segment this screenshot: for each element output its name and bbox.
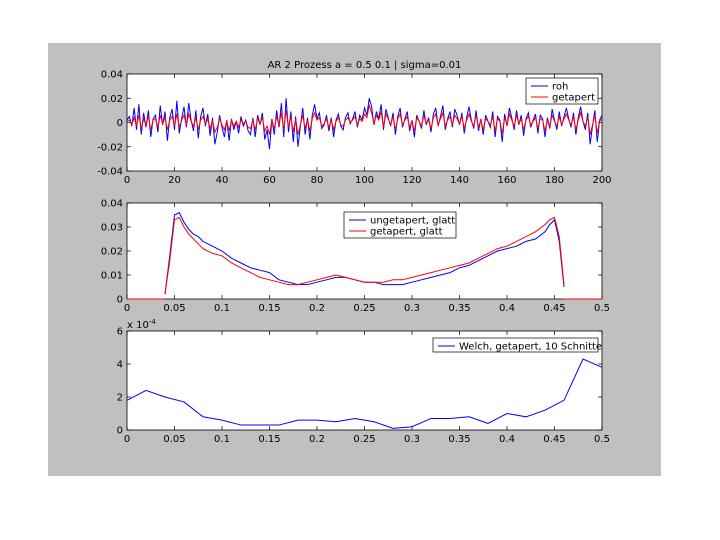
x-tick-label: 0.45 xyxy=(543,303,565,314)
x-tick-label: 0 xyxy=(124,303,130,314)
x-tick-label: 0.05 xyxy=(163,434,185,445)
x-tick-label: 0.15 xyxy=(258,303,280,314)
legend-label: getapert, glatt xyxy=(370,227,443,238)
x-tick-label: 60 xyxy=(263,175,276,186)
legend-label: ungetapert, glatt xyxy=(370,216,455,227)
x-tick-label: 0.3 xyxy=(404,434,420,445)
x-tick-label: 20 xyxy=(168,175,181,186)
x-tick-label: 0.05 xyxy=(163,303,185,314)
x-tick-label: 200 xyxy=(592,175,611,186)
x-tick-label: 0.1 xyxy=(214,303,230,314)
x-tick-label: 160 xyxy=(497,175,516,186)
y-tick-label: 6 xyxy=(117,327,123,338)
y-tick-label: 0 xyxy=(117,295,123,306)
x-tick-label: 140 xyxy=(450,175,469,186)
x-tick-label: 0.2 xyxy=(309,434,325,445)
y-tick-label: 0.04 xyxy=(101,70,123,81)
y-tick-label: -0.04 xyxy=(97,167,123,178)
chart-title: AR 2 Prozess a = 0.5 0.1 | sigma=0.01 xyxy=(268,60,462,71)
x-tick-label: 120 xyxy=(402,175,421,186)
x-tick-label: 0 xyxy=(124,434,130,445)
series-line-2 xyxy=(164,216,565,295)
x-tick-label: 100 xyxy=(355,175,374,186)
y-tick-label: 0.01 xyxy=(101,271,123,282)
y-multiplier: x 10-4 xyxy=(127,318,156,331)
x-tick-label: 180 xyxy=(545,175,564,186)
y-tick-label: 0 xyxy=(117,426,123,437)
legend-box xyxy=(432,337,599,353)
x-tick-label: 80 xyxy=(311,175,324,186)
legend: Welch, getapert, 10 Schnitte xyxy=(432,337,602,353)
chart-3: 0 0.05 0.1 0.15 0.2 0.25 0.3 0.35 0.4 0.45 0.5 0 2 4 6… xyxy=(117,318,610,445)
x-tick-label: 0.5 xyxy=(594,303,610,314)
x-tick-label: 0.3 xyxy=(404,303,420,314)
x-tick-label: 0 xyxy=(124,175,130,186)
charts: 0 20 40 60 80 100 120 140 160 180 200-0.04-0.0200.… xyxy=(97,60,611,445)
legend-box xyxy=(343,211,457,239)
y-tick-label: 4 xyxy=(117,360,123,371)
y-tick-label: 2 xyxy=(117,393,123,404)
x-tick-label: 0.1 xyxy=(214,434,230,445)
x-tick-label: 0.2 xyxy=(309,303,325,314)
legend-label: Welch, getapert, 10 Schnitte xyxy=(459,342,602,353)
y-tick-label: 0.02 xyxy=(101,94,123,105)
x-tick-label: 0.5 xyxy=(594,434,610,445)
legend-label: roh xyxy=(552,82,568,93)
series-line-1 xyxy=(126,358,603,429)
x-tick-label: 0.35 xyxy=(448,434,470,445)
y-tick-label: 0 xyxy=(117,118,123,129)
y-tick-label: 0.03 xyxy=(101,223,123,234)
x-tick-label: 0.45 xyxy=(543,434,565,445)
x-tick-label: 0.15 xyxy=(258,434,280,445)
chart-1: 0 20 40 60 80 100 120 140 160 180 200 -0.04 -0.02 0 0.… xyxy=(97,60,611,186)
y-tick-label: -0.02 xyxy=(97,142,123,153)
y-tick-label: 0.04 xyxy=(101,199,123,210)
chart-2: 0 0.05 0.1 0.15 0.2 0.25 0.3 0.35 0.4 0.45 0.5 0 0.0… xyxy=(101,199,610,315)
legend-label: getapert xyxy=(552,93,595,104)
x-tick-label: 0.35 xyxy=(448,303,470,314)
y-tick-label: 0.02 xyxy=(101,247,123,258)
x-tick-label: 0.25 xyxy=(353,303,375,314)
x-tick-label: 0.4 xyxy=(499,434,515,445)
x-tick-label: 0.25 xyxy=(353,434,375,445)
legend-box xyxy=(525,77,599,105)
series-line-2 xyxy=(126,103,603,135)
x-tick-label: 0.4 xyxy=(499,303,515,314)
x-tick-label: 40 xyxy=(216,175,229,186)
